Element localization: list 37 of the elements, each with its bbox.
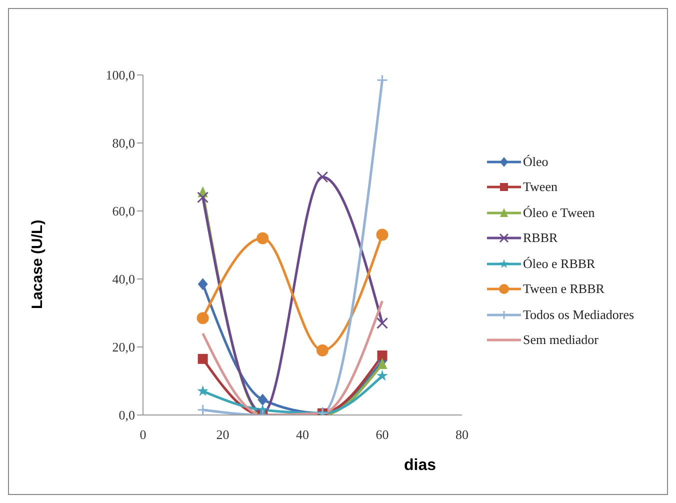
point: [197, 404, 209, 415]
point: [198, 354, 208, 364]
y-tick-label: 40,0: [112, 272, 135, 287]
y-tick-label: 60,0: [112, 204, 135, 219]
point: [316, 171, 328, 183]
legend-label: Tween: [523, 179, 558, 196]
y-tick-label: 80,0: [112, 136, 135, 151]
legend-label: Óleo e Tween: [523, 204, 595, 221]
y-tick-label: 100,0: [106, 68, 135, 83]
legend-label: Todos os Mediadores: [523, 306, 634, 323]
point: [256, 404, 268, 415]
legend-label: Sem mediador: [523, 332, 598, 348]
point: [197, 385, 209, 396]
x-tick-label: 60: [376, 427, 389, 442]
legend-label: RBBR: [523, 230, 558, 246]
legend-label: Óleo e RBBR: [523, 256, 596, 272]
point: [258, 394, 268, 406]
point: [376, 228, 388, 241]
point: [376, 370, 388, 381]
legend-label: Óleo: [523, 154, 548, 170]
point: [256, 232, 269, 244]
x-tick-label: 0: [140, 427, 146, 442]
x-tick-label: 40: [296, 427, 309, 442]
line-series: [202, 300, 384, 415]
point: [196, 312, 209, 324]
x-tick-label: 80: [456, 427, 468, 442]
legend-label: Tween e RBBR: [523, 281, 604, 298]
x-axis-title: dias: [404, 457, 436, 475]
y-axis-title: Lacase (U/L): [29, 218, 46, 309]
x-tick-label: 20: [216, 427, 230, 442]
y-tick-label: 0,0: [118, 408, 135, 423]
point: [198, 278, 208, 290]
point: [376, 317, 388, 329]
point: [376, 75, 388, 86]
point: [377, 350, 388, 360]
point: [316, 344, 328, 356]
y-tick-label: 20,0: [112, 340, 135, 355]
